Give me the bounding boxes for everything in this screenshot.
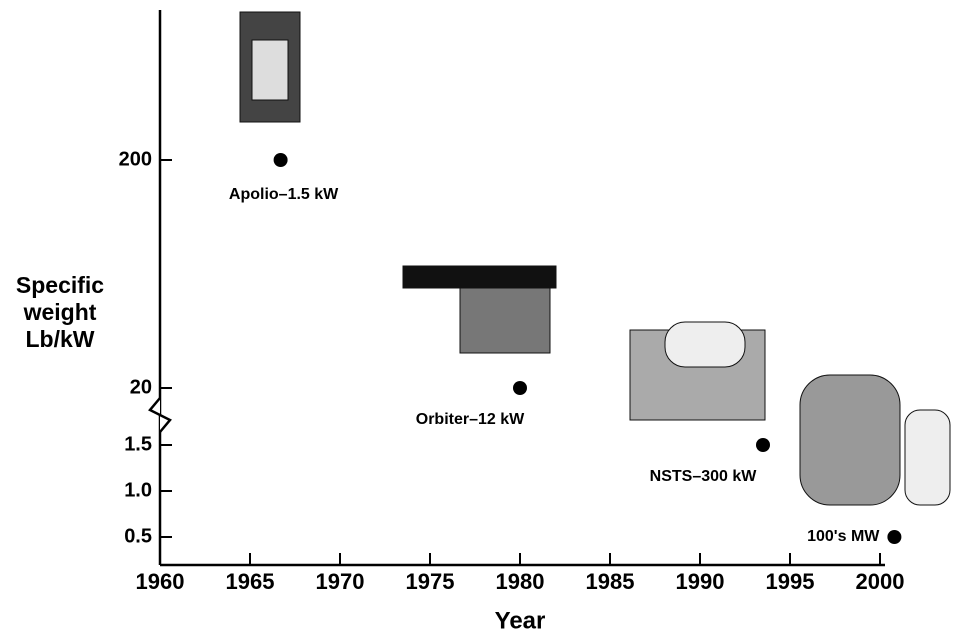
orbiter-illustration xyxy=(403,266,556,288)
x-axis-label: Year xyxy=(495,607,546,634)
mw-illustration xyxy=(800,375,900,505)
orbiter-illustration-body xyxy=(460,288,550,353)
x-tick-label: 1970 xyxy=(316,569,365,594)
point xyxy=(274,153,288,167)
point xyxy=(513,381,527,395)
point xyxy=(887,530,901,544)
point-label: NSTS–300 kW xyxy=(650,468,758,485)
apollo-illustration-detail xyxy=(252,40,288,100)
x-tick-label: 2000 xyxy=(856,569,905,594)
y-tick-label: 1.5 xyxy=(124,433,152,455)
axis-break xyxy=(150,398,170,432)
point-label: Apolio–1.5 kW xyxy=(229,186,339,203)
nsts-illustration-tank xyxy=(665,322,745,367)
page: Specific weight Lb/kW Year 0.51.01.52020… xyxy=(0,0,954,639)
x-tick-label: 1965 xyxy=(226,569,275,594)
x-tick-label: 1995 xyxy=(766,569,815,594)
x-tick-label: 1960 xyxy=(136,569,185,594)
illustrations xyxy=(240,12,950,505)
chart: Year 0.5 1.0 1.5 20 200 1960 1965 1970 1975 1980 1… xyxy=(0,0,954,639)
x-tick-label: 1980 xyxy=(496,569,545,594)
mw-illustration-tank xyxy=(905,410,950,505)
point-label: 100's MW xyxy=(807,528,880,545)
x-tick-label: 1990 xyxy=(676,569,725,594)
y-tick-label: 200 xyxy=(119,148,152,170)
y-tick-label: 0.5 xyxy=(124,525,152,547)
x-tick-label: 1985 xyxy=(586,569,635,594)
x-tick-label: 1975 xyxy=(406,569,455,594)
y-tick-label: 1.0 xyxy=(124,479,152,501)
y-tick-label: 20 xyxy=(130,376,152,398)
point-label: Orbiter–12 kW xyxy=(416,411,525,428)
point xyxy=(756,438,770,452)
